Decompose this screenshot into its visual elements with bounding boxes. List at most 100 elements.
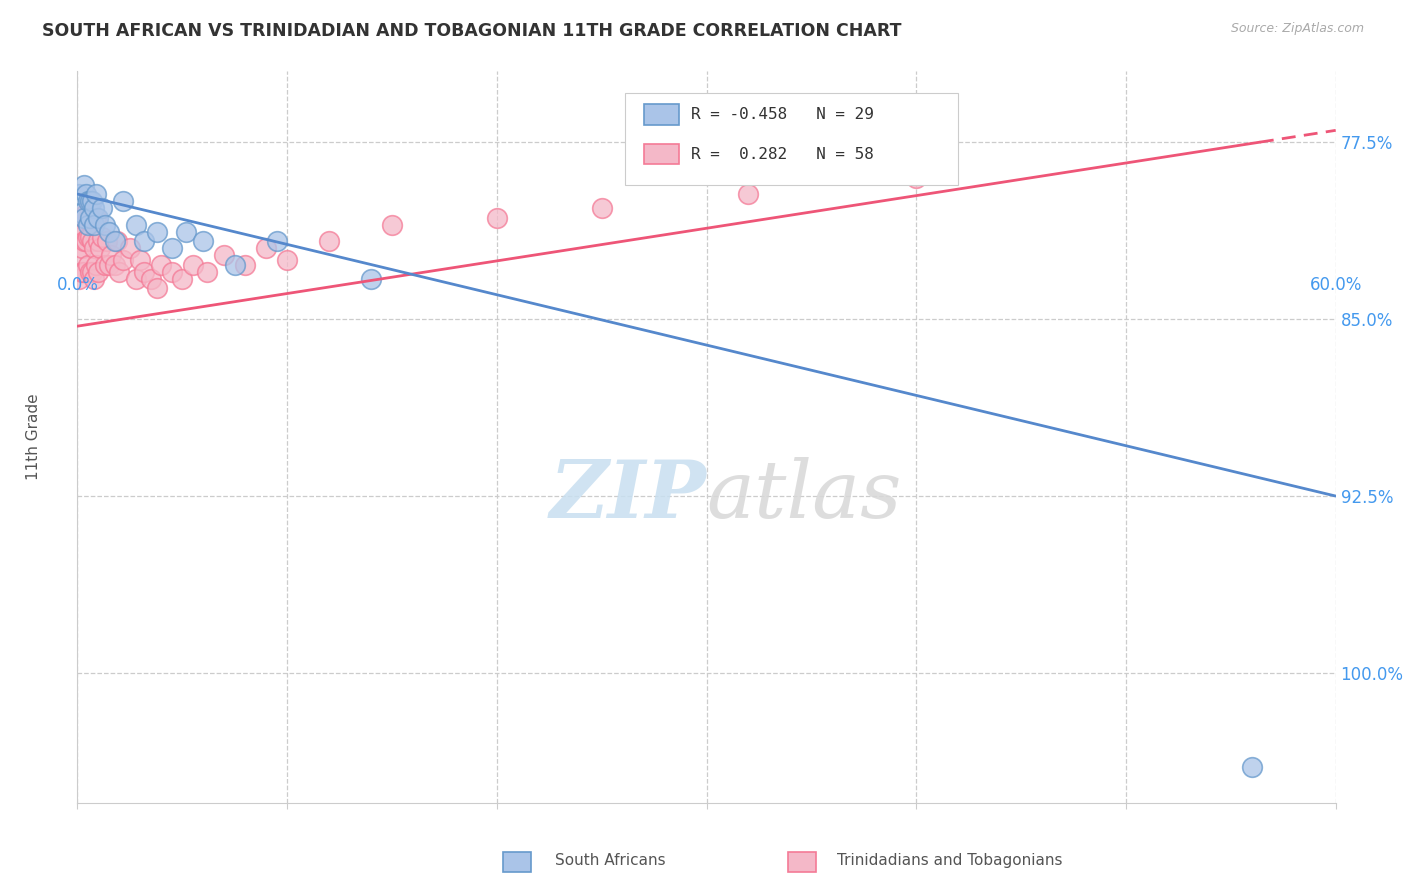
Point bbox=[80, 234, 103, 248]
Text: Trinidadians and Tobagonians: Trinidadians and Tobagonians bbox=[837, 854, 1062, 868]
Point bbox=[76, 211, 98, 225]
Point bbox=[104, 258, 127, 272]
Text: Source: ZipAtlas.com: Source: ZipAtlas.com bbox=[1230, 22, 1364, 36]
Point bbox=[70, 225, 93, 239]
Point bbox=[83, 218, 105, 232]
Text: ZIP: ZIP bbox=[550, 457, 707, 534]
Point bbox=[233, 258, 256, 272]
Point bbox=[83, 218, 105, 232]
Point bbox=[1240, 760, 1263, 774]
Point bbox=[125, 272, 148, 286]
Point bbox=[96, 234, 118, 248]
Bar bbox=[503, 852, 531, 871]
Point bbox=[89, 241, 111, 255]
Point bbox=[84, 258, 107, 272]
Point bbox=[224, 258, 246, 272]
Point bbox=[181, 258, 204, 272]
Point bbox=[146, 281, 169, 295]
Point bbox=[76, 194, 98, 208]
Text: 0.0%: 0.0% bbox=[56, 277, 98, 294]
Point bbox=[176, 225, 198, 239]
Point bbox=[67, 248, 90, 262]
Text: atlas: atlas bbox=[707, 457, 901, 534]
Point bbox=[108, 265, 131, 279]
Point bbox=[160, 241, 183, 255]
Point bbox=[70, 241, 93, 255]
Point bbox=[80, 211, 103, 225]
Point bbox=[93, 258, 115, 272]
Point bbox=[67, 229, 90, 244]
Text: 11th Grade: 11th Grade bbox=[25, 393, 41, 481]
Point bbox=[97, 225, 120, 239]
Point bbox=[80, 265, 103, 279]
Point bbox=[195, 265, 218, 279]
Bar bbox=[644, 104, 679, 125]
Point bbox=[104, 234, 127, 248]
Point bbox=[254, 241, 277, 255]
Point bbox=[146, 225, 169, 239]
Point bbox=[83, 272, 105, 286]
Point bbox=[72, 234, 94, 248]
Point bbox=[134, 234, 156, 248]
Point bbox=[129, 253, 152, 268]
Point bbox=[93, 218, 115, 232]
Point bbox=[75, 234, 97, 248]
Point bbox=[97, 258, 120, 272]
Point bbox=[212, 248, 235, 262]
Point bbox=[360, 272, 382, 286]
Point bbox=[76, 258, 98, 272]
Point bbox=[79, 201, 101, 215]
Point bbox=[381, 218, 404, 232]
Point bbox=[83, 201, 105, 215]
Point bbox=[91, 201, 114, 215]
Point bbox=[75, 187, 97, 202]
Point bbox=[84, 187, 107, 202]
Point bbox=[87, 234, 110, 248]
Point bbox=[84, 211, 107, 225]
Point bbox=[112, 253, 135, 268]
Bar bbox=[789, 852, 817, 871]
Point bbox=[79, 265, 101, 279]
Point bbox=[112, 194, 135, 208]
Point bbox=[87, 265, 110, 279]
Point bbox=[266, 234, 288, 248]
Point bbox=[737, 187, 759, 202]
Text: 60.0%: 60.0% bbox=[1309, 277, 1362, 294]
Point bbox=[76, 229, 98, 244]
Point bbox=[134, 265, 156, 279]
Point bbox=[72, 265, 94, 279]
Point bbox=[485, 211, 508, 225]
Point bbox=[905, 170, 928, 185]
Point bbox=[139, 272, 162, 286]
Bar bbox=[644, 144, 679, 164]
Point bbox=[318, 234, 340, 248]
Point bbox=[125, 218, 148, 232]
Point bbox=[91, 229, 114, 244]
Point bbox=[72, 211, 94, 225]
Point bbox=[160, 265, 183, 279]
Point bbox=[70, 206, 93, 220]
Point bbox=[276, 253, 298, 268]
Point bbox=[79, 211, 101, 225]
Point bbox=[72, 211, 94, 225]
Point bbox=[100, 248, 122, 262]
Point bbox=[67, 187, 90, 202]
Text: R = -0.458   N = 29: R = -0.458 N = 29 bbox=[692, 107, 875, 122]
Point bbox=[80, 194, 103, 208]
FancyBboxPatch shape bbox=[624, 94, 959, 185]
Point bbox=[191, 234, 215, 248]
Point bbox=[150, 258, 173, 272]
Point bbox=[87, 211, 110, 225]
Point bbox=[118, 241, 141, 255]
Point bbox=[70, 265, 93, 279]
Point bbox=[105, 234, 128, 248]
Point bbox=[172, 272, 194, 286]
Point bbox=[75, 206, 97, 220]
Point bbox=[72, 178, 94, 192]
Point bbox=[79, 194, 101, 208]
Point bbox=[591, 201, 613, 215]
Text: R =  0.282   N = 58: R = 0.282 N = 58 bbox=[692, 146, 875, 161]
Point bbox=[67, 272, 90, 286]
Point bbox=[79, 229, 101, 244]
Text: SOUTH AFRICAN VS TRINIDADIAN AND TOBAGONIAN 11TH GRADE CORRELATION CHART: SOUTH AFRICAN VS TRINIDADIAN AND TOBAGON… bbox=[42, 22, 901, 40]
